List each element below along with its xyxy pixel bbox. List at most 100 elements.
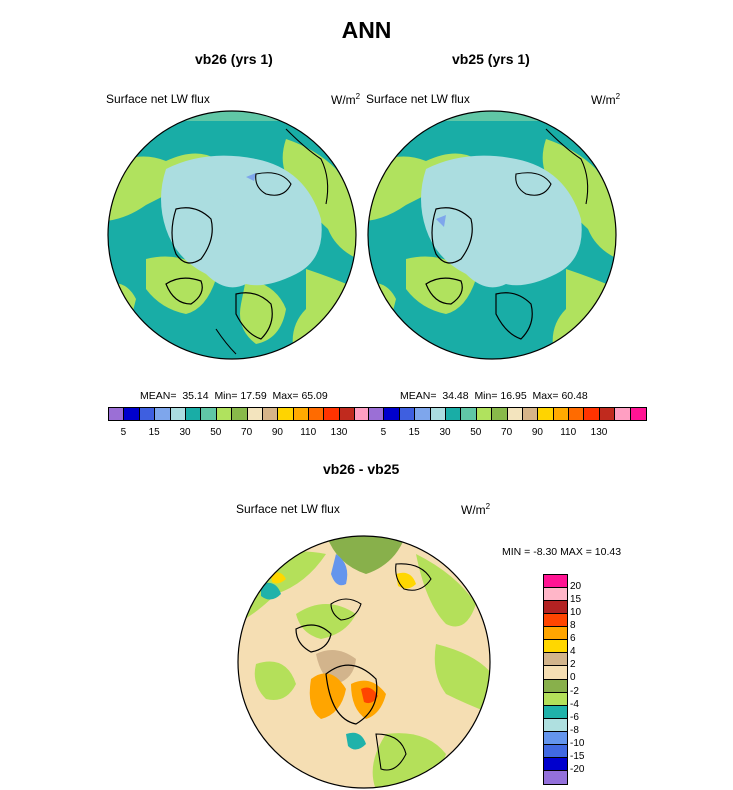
diff-colorbar-swatch-2 <box>544 601 567 615</box>
colorbar-swatch-14 <box>584 408 600 420</box>
colorbar-swatch-10 <box>262 408 279 420</box>
diff-colorbar-swatch-7 <box>544 666 567 680</box>
colorbar-swatch-7 <box>476 408 493 420</box>
diff-colorbar-tick-label: 6 <box>570 633 576 645</box>
colorbar-tick-label: 5 <box>120 427 127 438</box>
colorbar-swatch-1 <box>124 408 140 420</box>
panel-1-variable: Surface net LW flux <box>106 92 210 106</box>
diff-colorbar-swatch-0 <box>544 575 567 589</box>
panel-2-variable: Surface net LW flux <box>366 92 470 106</box>
diff-colorbar-tick-label: -20 <box>570 763 585 775</box>
colorbar-swatch-0 <box>109 408 125 420</box>
colorbar-tick-label: 130 <box>330 427 348 438</box>
panel-2-polar-map <box>367 110 617 360</box>
colorbar-swatch-0 <box>369 408 385 420</box>
panel-1-unit: W/m2 <box>331 92 361 107</box>
colorbar-swatch-10 <box>522 408 539 420</box>
diff-colorbar-swatch-8 <box>544 679 567 693</box>
colorbar-swatch-15 <box>339 408 356 420</box>
diff-variable: Surface net LW flux <box>236 502 340 516</box>
colorbar-tick-label: 110 <box>300 427 317 438</box>
panel-1-polar-map <box>107 110 357 360</box>
colorbar-swatch-2 <box>399 408 416 420</box>
colorbar-tick-label: 110 <box>560 427 577 438</box>
panel-2-colorbar <box>368 407 648 421</box>
diff-colorbar-tick-label: 20 <box>570 581 582 592</box>
colorbar-swatch-1 <box>384 408 400 420</box>
diff-colorbar-tick-label: -2 <box>570 685 579 697</box>
colorbar-swatch-11 <box>538 408 554 420</box>
diff-colorbar-tick-label: 10 <box>570 607 582 619</box>
colorbar-swatch-4 <box>430 408 446 420</box>
diff-colorbar-swatch-12 <box>544 731 567 745</box>
diff-colorbar-swatch-13 <box>544 744 567 758</box>
diff-colorbar-swatch-10 <box>544 705 567 719</box>
colorbar-swatch-11 <box>278 408 294 420</box>
colorbar-swatch-7 <box>216 408 233 420</box>
diff-polar-map <box>237 535 491 789</box>
diff-colorbar-tick-label: -10 <box>570 737 585 749</box>
colorbar-tick-label: 15 <box>148 427 160 438</box>
panel-1-title: vb26 (yrs 1) <box>195 51 273 67</box>
diff-unit: W/m2 <box>461 502 491 517</box>
colorbar-swatch-12 <box>293 408 310 420</box>
colorbar-swatch-4 <box>170 408 186 420</box>
colorbar-tick-label: 90 <box>531 427 543 438</box>
colorbar-tick-label: 70 <box>501 427 513 438</box>
diff-colorbar-swatch-14 <box>544 757 567 771</box>
diff-colorbar-tick-label: 15 <box>570 594 582 606</box>
colorbar-swatch-13 <box>569 408 585 420</box>
diff-colorbar-swatch-6 <box>544 653 567 667</box>
colorbar-swatch-5 <box>445 408 462 420</box>
colorbar-swatch-9 <box>507 408 523 420</box>
colorbar-tick-label: 5 <box>380 427 387 438</box>
panel-2-unit: W/m2 <box>591 92 621 107</box>
diff-title: vb26 - vb25 <box>323 461 400 477</box>
colorbar-swatch-16 <box>615 408 631 420</box>
diff-colorbar-swatch-11 <box>544 718 567 732</box>
panel-2-title: vb25 (yrs 1) <box>452 51 530 67</box>
colorbar-tick-label: 30 <box>439 427 451 438</box>
diff-colorbar-swatch-3 <box>544 614 567 628</box>
diff-colorbar-tick-label: 8 <box>570 620 576 632</box>
colorbar-swatch-8 <box>492 408 508 420</box>
colorbar-swatch-9 <box>247 408 263 420</box>
panel-2-stats: MEAN= 34.48 Min= 16.95 Max= 60.48 <box>400 390 588 402</box>
diff-colorbar-swatch-15 <box>544 770 567 784</box>
diff-minmax: MIN = -8.30 MAX = 10.43 <box>502 546 622 558</box>
panel-1-colorbar <box>108 407 388 421</box>
colorbar-swatch-15 <box>599 408 616 420</box>
diff-colorbar-tick-label: 0 <box>570 672 576 684</box>
diff-colorbar-swatch-1 <box>544 588 567 602</box>
colorbar-swatch-6 <box>461 408 477 420</box>
diff-colorbar-tick-label: -4 <box>570 698 579 710</box>
diff-colorbar-swatch-5 <box>544 640 567 654</box>
colorbar-tick-label: 130 <box>590 427 608 438</box>
diff-colorbar-swatch-9 <box>544 692 567 706</box>
colorbar-tick-label: 50 <box>470 427 482 438</box>
diff-colorbar-tick-label: -6 <box>570 711 579 723</box>
colorbar-tick-label: 70 <box>241 427 253 438</box>
colorbar-swatch-3 <box>415 408 431 420</box>
colorbar-swatch-8 <box>232 408 248 420</box>
colorbar-swatch-6 <box>201 408 217 420</box>
colorbar-swatch-3 <box>155 408 171 420</box>
panel-2-colorbar-ticks: 5 15 30 50 70 90 110 130 <box>368 427 646 439</box>
diff-colorbar-swatch-4 <box>544 627 567 641</box>
colorbar-swatch-17 <box>630 408 647 420</box>
diff-colorbar-tick-label: -8 <box>570 724 579 736</box>
colorbar-swatch-5 <box>185 408 202 420</box>
panel-1-stats: MEAN= 35.14 Min= 17.59 Max= 65.09 <box>140 390 328 402</box>
diff-colorbar-tick-label: 4 <box>570 646 576 658</box>
colorbar-swatch-13 <box>309 408 325 420</box>
colorbar-swatch-14 <box>324 408 340 420</box>
colorbar-tick-label: 50 <box>210 427 222 438</box>
diff-colorbar-tick-label: -15 <box>570 750 585 762</box>
diff-colorbar-tick-label: 2 <box>570 659 576 671</box>
colorbar-swatch-2 <box>139 408 156 420</box>
diff-colorbar <box>543 574 568 785</box>
panel-1-colorbar-ticks: 5 15 30 50 70 90 110 130 <box>108 427 386 439</box>
colorbar-tick-label: 30 <box>179 427 191 438</box>
figure-title: ANN <box>341 17 392 43</box>
colorbar-tick-label: 90 <box>271 427 283 438</box>
